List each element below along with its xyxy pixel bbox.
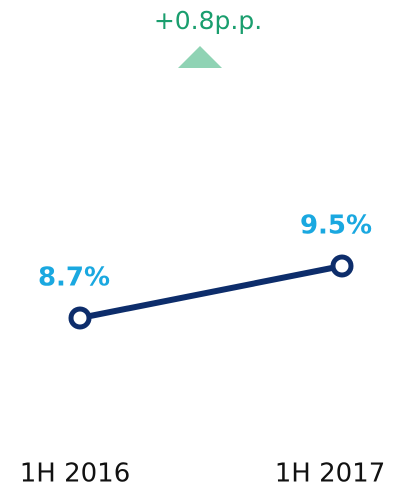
line: [79, 263, 343, 321]
point: [330, 254, 354, 278]
x-tick-label: 1H 2017: [275, 459, 386, 489]
point: [68, 306, 92, 330]
annotation: +0.8p.p.: [154, 6, 262, 35]
value-label: 9.5%: [300, 211, 372, 241]
x-tick-label: 1H 2016: [20, 459, 131, 489]
up-arrow: [178, 46, 222, 68]
value-label: 8.7%: [38, 263, 110, 293]
